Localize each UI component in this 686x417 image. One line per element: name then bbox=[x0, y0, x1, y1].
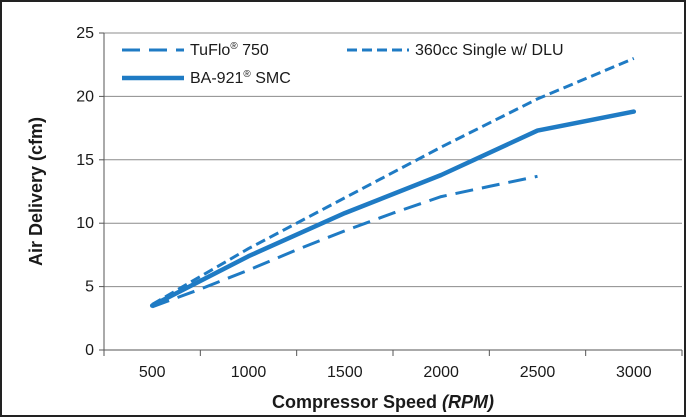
x-tick-label: 500 bbox=[139, 364, 166, 381]
x-tick-label: 2500 bbox=[520, 364, 556, 381]
legend-name: BA-921 bbox=[190, 70, 243, 87]
y-tick-label: 10 bbox=[76, 215, 94, 232]
series-line-2 bbox=[149, 109, 637, 308]
x-tick-label: 2000 bbox=[423, 364, 459, 381]
y-tick-label: 0 bbox=[85, 342, 94, 359]
legend-name: TuFlo bbox=[190, 42, 230, 59]
registered-mark: ® bbox=[230, 41, 238, 52]
x-axis-title-unit: (RPM) bbox=[442, 392, 494, 412]
y-tick-label: 25 bbox=[76, 25, 94, 42]
legend-label-1: 360cc Single w/ DLU bbox=[415, 42, 564, 59]
series-line-1 bbox=[151, 57, 635, 306]
legend-name-suffix: 750 bbox=[238, 42, 269, 59]
legend-name: 360cc Single w/ DLU bbox=[415, 42, 564, 59]
axes bbox=[99, 32, 683, 356]
x-axis-title: Compressor Speed (RPM) bbox=[272, 392, 494, 412]
series-lines bbox=[149, 57, 637, 309]
legend-label-2: BA-921® SMC bbox=[190, 69, 291, 87]
registered-mark: ® bbox=[243, 69, 251, 80]
x-axis-title-text: Compressor Speed bbox=[272, 392, 437, 412]
grid-lines bbox=[104, 32, 682, 288]
x-tick-label: 1000 bbox=[231, 364, 267, 381]
x-tick-label: 1500 bbox=[327, 364, 363, 381]
y-axis-title: Air Delivery (cfm) bbox=[26, 117, 46, 266]
y-tick-label: 20 bbox=[76, 88, 94, 105]
series-line-0 bbox=[151, 174, 538, 309]
legend-name-suffix: SMC bbox=[251, 70, 291, 87]
tick-labels: 0 5 10 15 20 25 500 1000 1500 2000 2500 3000 bbox=[76, 25, 652, 381]
y-tick-label: 5 bbox=[85, 279, 94, 296]
legend-label-0: TuFlo® 750 bbox=[190, 41, 269, 59]
x-tick-label: 3000 bbox=[616, 364, 652, 381]
y-tick-label: 15 bbox=[76, 152, 94, 169]
